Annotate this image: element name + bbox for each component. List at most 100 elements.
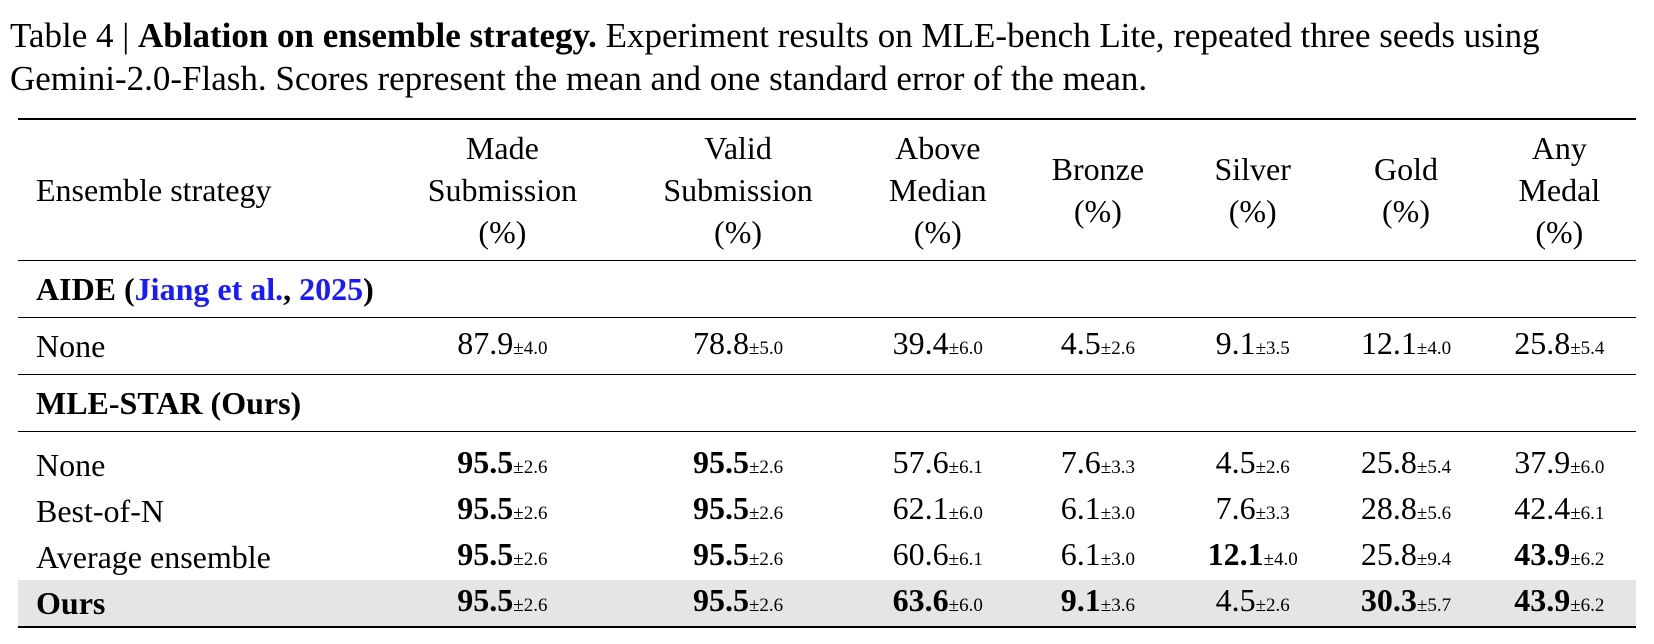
score-cell: 7.6±3.3 — [1020, 432, 1176, 489]
row-strategy: Best-of-N — [36, 493, 164, 529]
score-cell: 42.4±6.1 — [1483, 488, 1636, 534]
score-stderr: ±2.6 — [748, 549, 784, 570]
score-mean: 95.5 — [457, 582, 514, 618]
score-cell: 63.6±6.0 — [856, 580, 1020, 627]
citation-link[interactable]: Jiang et al. — [134, 271, 284, 307]
score-cell: 95.5±2.6 — [385, 580, 621, 627]
score-cell: 12.1±4.0 — [1176, 534, 1329, 580]
score-cell: 95.5±2.6 — [620, 534, 856, 580]
table-caption: Table 4 | Ablation on ensemble strategy.… — [10, 14, 1650, 100]
column-header-line: Made — [465, 130, 539, 166]
column-header-line: Ensemble strategy — [36, 172, 272, 208]
score-mean: 25.8 — [1514, 325, 1571, 361]
column-header-line: Valid — [704, 130, 772, 166]
score-stderr: ±2.6 — [513, 457, 548, 478]
score-cell: 6.1±3.0 — [1020, 534, 1176, 580]
column-header-line: Medal — [1518, 172, 1601, 208]
score-mean: 4.5 — [1215, 582, 1256, 618]
score-stderr: ±6.2 — [1570, 595, 1605, 616]
caption-label: Table 4 | — [10, 16, 130, 55]
column-header-line: (%) — [478, 214, 527, 250]
score-stderr: ±2.6 — [748, 595, 784, 616]
score-stderr: ±6.0 — [948, 595, 983, 616]
column-header-line: Median — [888, 172, 987, 208]
score-stderr: ±2.6 — [748, 457, 784, 478]
column-header-line: Submission — [663, 172, 813, 208]
row-strategy: Ours — [36, 585, 106, 621]
score-mean: 12.1 — [1360, 325, 1417, 361]
score-stderr: ±6.1 — [948, 549, 983, 570]
score-stderr: ±6.2 — [1570, 549, 1605, 570]
score-stderr: ±3.3 — [1255, 503, 1290, 524]
score-cell: 95.5±2.6 — [620, 488, 856, 534]
citation-year-link[interactable]: 2025 — [299, 271, 364, 307]
table-row: Best-of-N 95.5±2.6 95.5±2.6 62.1±6.0 6.1±3.0… — [18, 488, 1636, 534]
score-stderr: ±3.0 — [1100, 503, 1135, 524]
score-stderr: ±2.6 — [1255, 595, 1290, 616]
score-mean: 4.5 — [1215, 444, 1256, 480]
score-stderr: ±2.6 — [748, 503, 784, 524]
score-stderr: ±6.0 — [948, 338, 983, 359]
score-mean: 95.5 — [457, 444, 514, 480]
score-mean: 95.5 — [457, 536, 514, 572]
section-row-mle-star: MLE-STAR (Ours) — [18, 375, 1636, 432]
row-strategy: None — [36, 447, 106, 483]
score-stderr: ±4.0 — [1416, 338, 1452, 359]
score-cell: 37.9±6.0 — [1483, 432, 1636, 489]
column-header-line: Bronze — [1051, 151, 1145, 187]
score-mean: 7.6 — [1060, 444, 1101, 480]
score-mean: 57.6 — [892, 444, 949, 480]
score-cell: 4.5±2.6 — [1020, 318, 1176, 375]
section-close: ) — [363, 271, 374, 307]
score-cell: 25.8±5.4 — [1329, 432, 1482, 489]
score-mean: 95.5 — [457, 490, 514, 526]
score-cell: 4.5±2.6 — [1176, 432, 1329, 489]
score-cell: 95.5±2.6 — [385, 488, 621, 534]
column-header-line: (%) — [1382, 193, 1430, 229]
column-header-line: Submission — [427, 172, 578, 208]
score-cell: 95.5±2.6 — [385, 432, 621, 489]
column-header: Any Medal (%) — [1483, 119, 1636, 261]
column-header-line: Above — [895, 130, 981, 166]
score-stderr: ±2.6 — [513, 595, 548, 616]
score-cell: 43.9±6.2 — [1483, 580, 1636, 627]
score-stderr: ±2.6 — [513, 503, 548, 524]
row-strategy: Average ensemble — [36, 539, 271, 575]
score-mean: 39.4 — [892, 325, 949, 361]
score-mean: 63.6 — [892, 582, 949, 618]
score-cell: 39.4±6.0 — [856, 318, 1020, 375]
section-name: AIDE ( — [36, 271, 135, 307]
column-header-line: (%) — [714, 214, 763, 250]
results-table: Ensemble strategy Made Submission (%) Valid S… — [18, 118, 1636, 628]
score-stderr: ±2.6 — [1100, 338, 1135, 359]
column-header: Bronze (%) — [1020, 119, 1176, 261]
column-header: Valid Submission (%) — [620, 119, 856, 261]
score-stderr: ±6.1 — [948, 457, 983, 478]
score-cell: 30.3±5.7 — [1329, 580, 1482, 627]
header-row: Ensemble strategy Made Submission (%) Valid S… — [18, 119, 1636, 261]
section-label-mle-star: MLE-STAR (Ours) — [36, 385, 302, 421]
column-header: Gold (%) — [1329, 119, 1482, 261]
score-mean: 60.6 — [892, 536, 949, 572]
score-cell: 95.5±2.6 — [620, 432, 856, 489]
score-stderr: ±3.5 — [1255, 338, 1290, 359]
column-header-line: Silver — [1214, 151, 1291, 187]
caption-title: Ablation on ensemble strategy. — [138, 16, 597, 55]
score-stderr: ±6.1 — [1570, 503, 1605, 524]
score-cell: 25.8±5.4 — [1483, 318, 1636, 375]
score-mean: 30.3 — [1360, 582, 1417, 618]
score-cell: 6.1±3.0 — [1020, 488, 1176, 534]
score-cell: 7.6±3.3 — [1176, 488, 1329, 534]
column-header: Ensemble strategy — [18, 119, 385, 261]
score-stderr: ±4.0 — [513, 338, 548, 359]
score-mean: 95.5 — [692, 536, 749, 572]
score-stderr: ±5.6 — [1416, 503, 1452, 524]
column-header-line: Gold — [1373, 151, 1438, 187]
score-mean: 62.1 — [892, 490, 949, 526]
score-stderr: ±3.0 — [1100, 549, 1135, 570]
citation-sep: , — [283, 271, 300, 307]
score-cell: 43.9±6.2 — [1483, 534, 1636, 580]
column-header-line: (%) — [1535, 214, 1584, 250]
score-mean: 28.8 — [1360, 490, 1417, 526]
score-mean: 12.1 — [1207, 536, 1264, 572]
